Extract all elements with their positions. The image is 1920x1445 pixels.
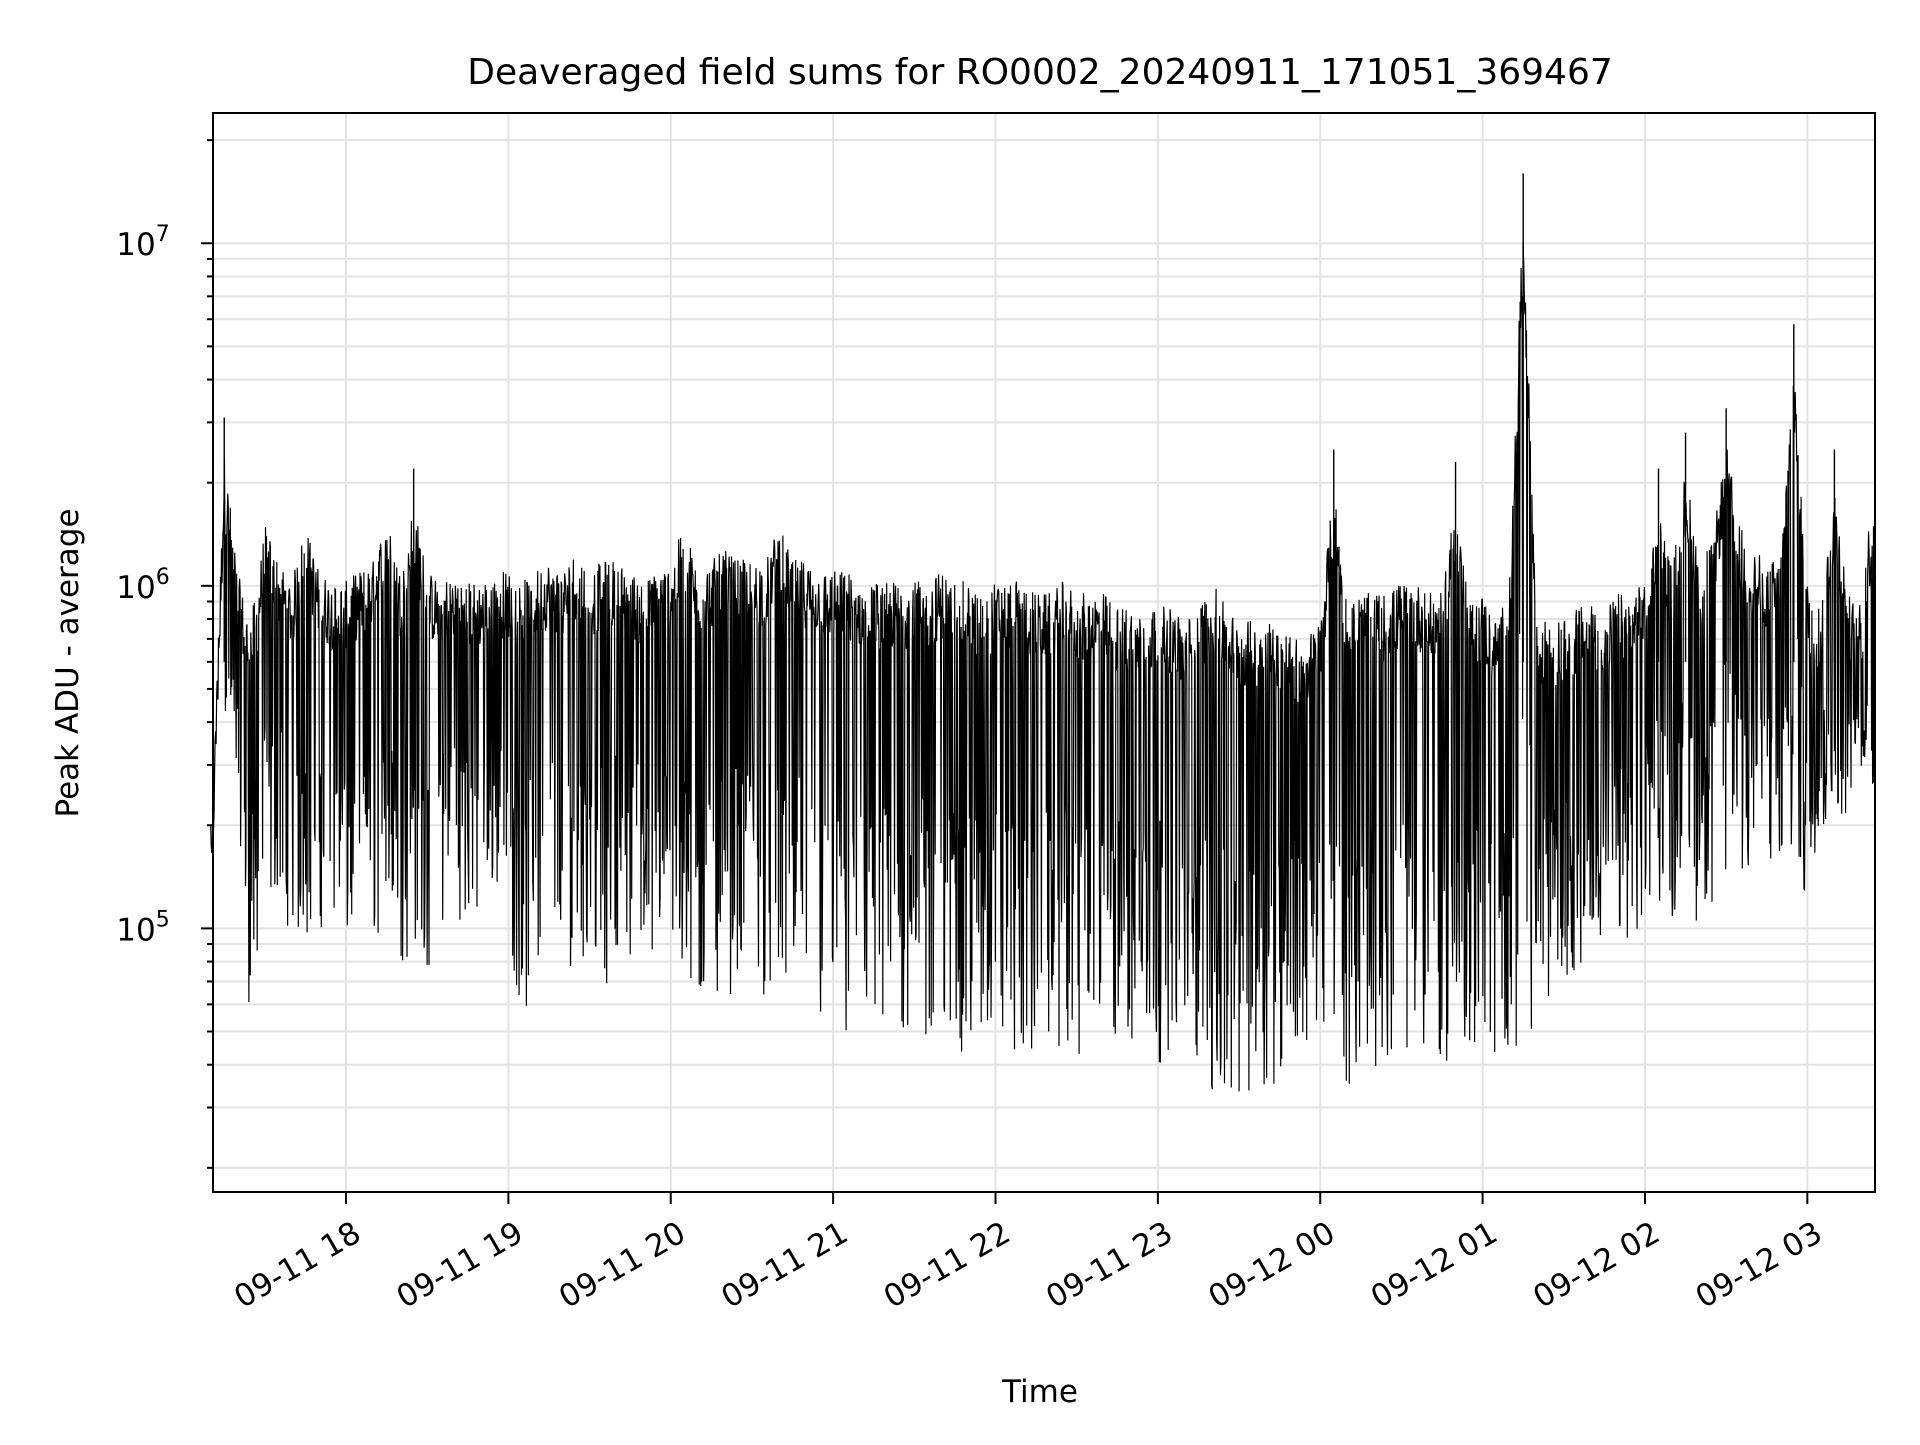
series-layer <box>210 173 1876 1154</box>
plot-frame <box>212 112 1876 1193</box>
chart-title: Deaveraged field sums for RO0002_2024091… <box>467 52 1613 93</box>
y-tick-label: 107 <box>116 222 169 263</box>
x-axis-label: Time <box>1001 1374 1078 1410</box>
series-line <box>210 241 1876 1154</box>
y-tick-label: 105 <box>116 907 169 948</box>
y-axis-label: Peak ADU - average <box>50 508 86 817</box>
y-tick-label: 106 <box>116 565 169 606</box>
